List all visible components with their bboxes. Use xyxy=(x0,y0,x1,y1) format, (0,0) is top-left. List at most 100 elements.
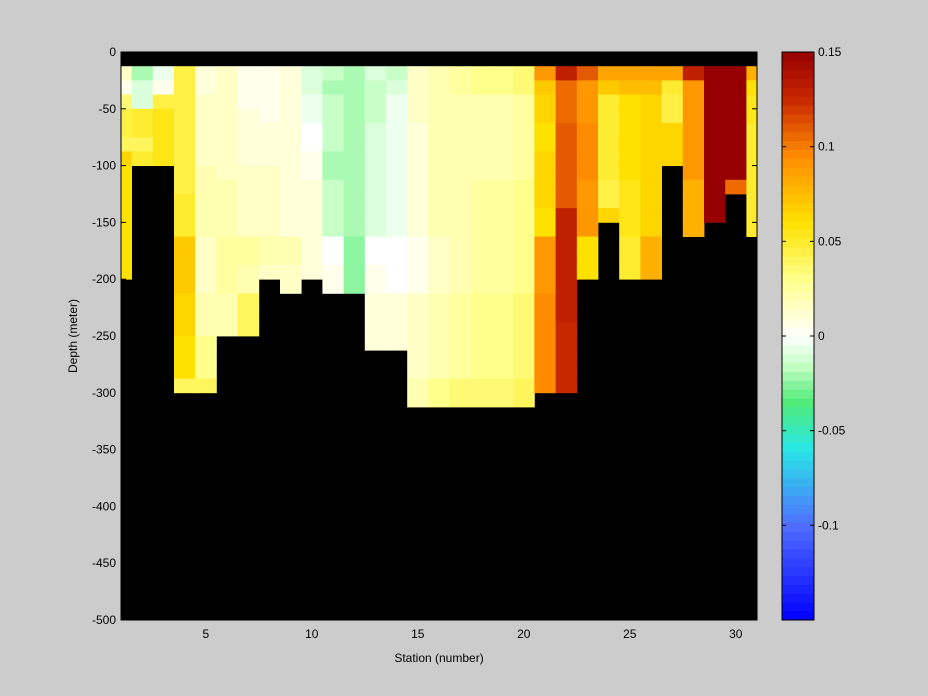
colorbar-band xyxy=(782,575,814,585)
heatmap-cell xyxy=(470,364,493,379)
heatmap-cell xyxy=(725,151,747,166)
heatmap-cell xyxy=(513,364,535,379)
heatmap-cell xyxy=(237,293,260,308)
heatmap-cell xyxy=(195,293,217,308)
colorbar-gradient xyxy=(782,52,814,621)
heatmap-cell xyxy=(174,208,196,223)
colorbar-band xyxy=(782,566,814,577)
heatmap-cell xyxy=(598,94,620,110)
heatmap-cell xyxy=(174,108,196,124)
colorbar-band xyxy=(782,602,814,612)
heatmap-cell xyxy=(576,94,599,110)
heatmap-cell xyxy=(704,123,726,138)
heatmap-cell xyxy=(195,80,217,95)
heatmap-cell xyxy=(555,123,578,138)
heatmap-cell xyxy=(258,194,281,209)
heatmap-cell xyxy=(216,194,238,209)
colorbar-band xyxy=(782,167,814,177)
heatmap-cell xyxy=(576,265,599,280)
heatmap-cell xyxy=(470,321,493,337)
heatmap-cell xyxy=(661,80,684,95)
heatmap-cell xyxy=(322,265,344,280)
heatmap-cell xyxy=(386,208,408,223)
heatmap-cell xyxy=(301,222,323,237)
heatmap-cell xyxy=(555,265,578,280)
heatmap-cell xyxy=(619,194,641,209)
heatmap-cell xyxy=(682,94,705,110)
heatmap-cell xyxy=(174,236,196,252)
heatmap-cell xyxy=(280,165,302,181)
heatmap-cell xyxy=(492,392,514,408)
heatmap-cell xyxy=(364,108,387,124)
heatmap-cell xyxy=(492,307,514,323)
heatmap-cell xyxy=(428,123,450,138)
heatmap-cell xyxy=(534,279,556,294)
colorbar-tick-label: 0.05 xyxy=(818,234,842,248)
heatmap-cell xyxy=(152,108,175,124)
y-tick-label: -400 xyxy=(92,499,116,513)
heatmap-cell xyxy=(216,80,238,95)
y-tick-label: -350 xyxy=(92,443,116,457)
heatmap-cell xyxy=(576,151,599,166)
heatmap-cell xyxy=(407,151,429,166)
heatmap-cell xyxy=(195,194,217,209)
heatmap-cell xyxy=(746,108,758,124)
heatmap-cell xyxy=(682,123,705,138)
heatmap-cell xyxy=(258,265,281,280)
heatmap-cell xyxy=(174,307,196,323)
heatmap-cell xyxy=(619,66,641,81)
heatmap-cell xyxy=(449,350,472,365)
x-tick-label: 15 xyxy=(411,627,425,641)
heatmap-cell xyxy=(174,250,196,266)
heatmap-cell xyxy=(428,321,450,337)
heatmap-cell xyxy=(640,250,662,266)
heatmap-cell xyxy=(322,236,344,252)
heatmap-cell xyxy=(121,137,132,152)
heatmap-cell xyxy=(407,392,429,408)
heatmap-cell xyxy=(449,179,472,195)
heatmap-cell xyxy=(598,137,620,152)
heatmap-cell xyxy=(280,208,302,223)
heatmap-cell xyxy=(534,293,556,308)
heatmap-cell xyxy=(407,66,429,81)
heatmap-cell xyxy=(746,179,758,195)
heatmap-cell xyxy=(449,321,472,337)
heatmap-cell xyxy=(640,123,662,138)
heatmap-cell xyxy=(449,307,472,323)
heatmap-cell xyxy=(725,179,747,195)
heatmap-cell xyxy=(470,293,493,308)
colorbar-band xyxy=(782,478,814,488)
heatmap-cell xyxy=(301,250,323,266)
heatmap-cell xyxy=(492,194,514,209)
colorbar-band xyxy=(782,593,814,603)
heatmap-cell xyxy=(407,336,429,351)
heatmap-cell xyxy=(121,66,132,81)
colorbar-band xyxy=(782,584,814,594)
heatmap-cell xyxy=(470,194,493,209)
colorbar-band xyxy=(782,451,814,461)
heatmap-cell xyxy=(513,94,535,110)
heatmap-cell xyxy=(216,137,238,152)
heatmap-cell xyxy=(407,265,429,280)
colorbar-band xyxy=(782,344,814,355)
heatmap-cell xyxy=(682,151,705,166)
heatmap-cell xyxy=(301,179,323,195)
heatmap-cell xyxy=(619,123,641,138)
heatmap-cell xyxy=(449,66,472,81)
heatmap-cell xyxy=(364,265,387,280)
heatmap-cell xyxy=(555,222,578,237)
heatmap-cell xyxy=(470,350,493,365)
heatmap-cell xyxy=(407,80,429,95)
heatmap-cell xyxy=(364,80,387,95)
heatmap-cell xyxy=(174,137,196,152)
heatmap-cell xyxy=(470,165,493,181)
heatmap-cell xyxy=(534,165,556,181)
heatmap-cell xyxy=(121,179,132,195)
colorbar-band xyxy=(782,371,814,381)
heatmap-cell xyxy=(237,307,260,323)
heatmap-cell xyxy=(513,194,535,209)
heatmap-cell xyxy=(195,66,217,81)
heatmap-cell xyxy=(258,66,281,81)
heatmap-cell xyxy=(555,108,578,124)
heatmap-cell xyxy=(492,336,514,351)
